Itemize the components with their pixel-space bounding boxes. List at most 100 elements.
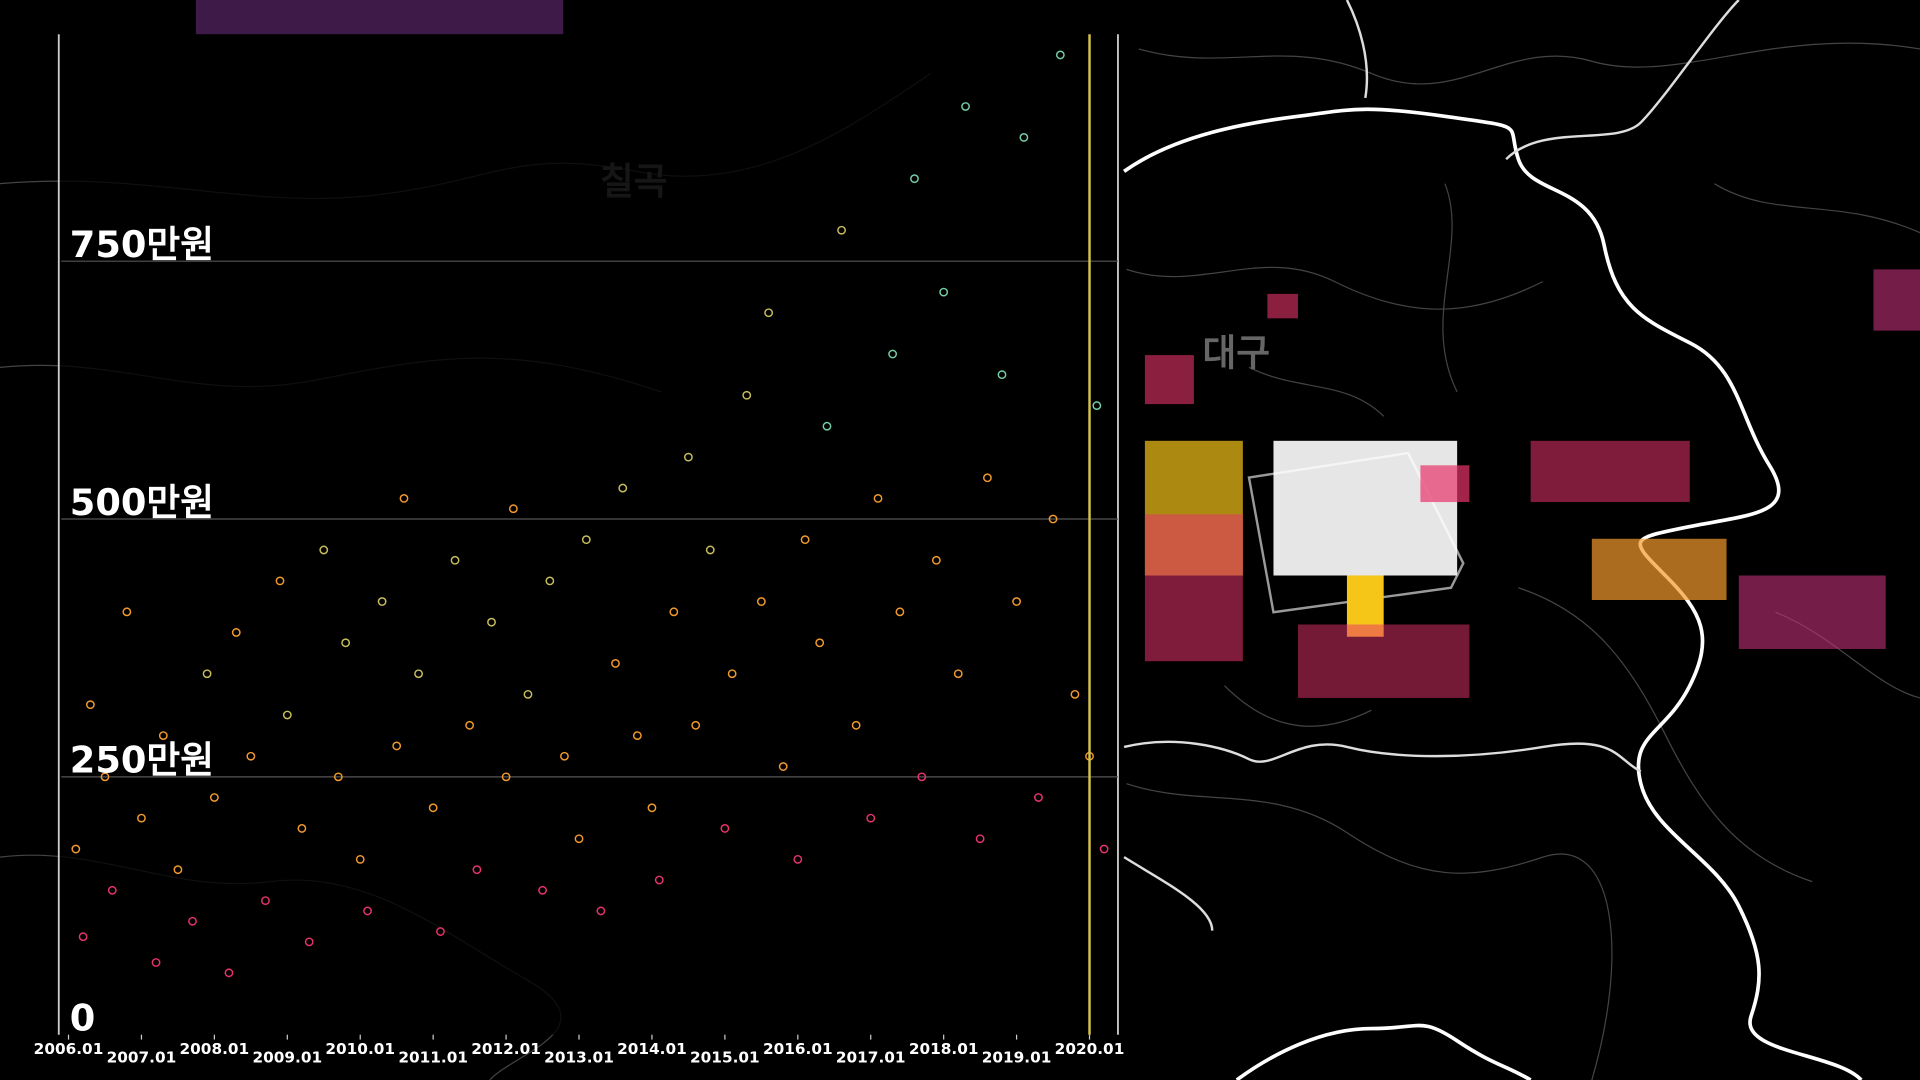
scatter-point [975,834,985,844]
scatter-point [304,937,314,947]
scatter-point [793,854,803,864]
scatter-point [538,885,547,895]
scatter-point [917,772,927,782]
scatter-point [742,390,752,400]
scatter-point [705,545,715,555]
scatter-point [691,720,701,730]
scatter-point [275,576,285,586]
scatter-point [910,174,919,184]
y-tick-label: 0 [70,997,96,1040]
scatter-point [822,421,832,431]
scatter-point [363,906,372,916]
scatter-point [246,751,256,761]
scatter-point [1019,133,1029,142]
x-tick-label: 2018.01 [909,1040,979,1058]
scatter-point [997,370,1007,380]
scatter-point [611,659,620,668]
scatter-point [778,762,788,771]
x-tick-label: 2015.01 [690,1048,760,1066]
scatter-point [632,731,642,741]
x-tick-label: 2020.01 [1055,1040,1125,1058]
scatter-point [866,813,876,823]
scatter-point [151,958,161,967]
scatter-point [100,772,110,782]
x-tick-label: 2007.01 [107,1048,177,1066]
scatter-point [961,102,970,111]
scatter-point [647,803,657,813]
scatter-point [231,628,241,637]
y-tick-label: 750만원 [70,223,214,266]
scatter-point [1055,50,1065,60]
scatter-point [319,545,329,555]
scatter-point [173,865,183,875]
scatter-point [815,638,825,648]
scatter-point [939,287,949,297]
scatter-point [501,772,511,782]
scatter-point [618,483,628,493]
scatter-point [392,741,402,751]
scatter-point [851,720,861,730]
scatter-point [545,576,555,586]
scatter-point [581,535,591,545]
scatter-point [78,932,88,942]
scatter-point [122,607,132,617]
scatter-point [261,896,270,906]
scatter-point [377,597,387,606]
scatter-point [188,916,197,926]
scatter-point [508,504,518,514]
scatter-point [158,731,168,741]
x-tick-label: 2013.01 [544,1048,614,1066]
scatter-point [983,473,992,483]
scatter-point [720,824,730,833]
x-tick-label: 2009.01 [252,1048,322,1066]
x-tick-label: 2017.01 [836,1048,906,1066]
scatter-point [1034,793,1043,802]
scatter-point [654,875,664,885]
x-tick-label: 2014.01 [617,1040,687,1058]
scatter-point [931,555,941,565]
scatter-point [800,535,810,545]
scatter-point [574,834,584,844]
y-tick-label: 500만원 [70,481,214,524]
scatter-point [209,793,219,802]
x-tick-label: 2006.01 [34,1040,104,1058]
scatter-point [669,607,679,617]
scatter-point [837,225,846,235]
scatter-point [137,813,146,823]
scatter-point [414,669,423,679]
scatter-point [71,844,81,854]
x-tick-label: 2016.01 [763,1040,833,1058]
scatter-point [560,751,569,761]
scatter-point [888,349,898,359]
scatter-point [465,720,475,730]
plot-background [58,34,1118,1035]
scatter-point [895,607,905,617]
scatter-point [85,700,95,710]
scatter-point [684,452,693,462]
scatter-point [953,669,963,679]
scatter-point [428,803,438,813]
scatter-point [596,906,606,916]
x-tick-label: 2012.01 [471,1040,541,1058]
scatter-point [333,772,343,782]
scatter-point [1048,514,1058,524]
scatter-point [224,968,234,978]
x-tick-label: 2019.01 [982,1048,1052,1066]
scatter-point [727,669,737,679]
plot: 0 250만원 500만원 750만원 2006.01 2007.01 2008.01 200… [34,34,1125,1066]
scatter-point [436,927,445,936]
y-tick-label: 250만원 [70,739,214,782]
map-label: 대구 [1202,332,1270,375]
scatter-point [297,824,307,833]
scatter-point [1012,597,1021,606]
scatter-point [202,669,212,679]
scatter-point [1099,844,1109,854]
x-tick-label: 2011.01 [398,1048,468,1066]
scatter-point [756,597,766,606]
scatter-point [282,710,292,720]
scatter-point [450,555,460,565]
scatter-point [764,308,774,318]
scatter-point [399,493,409,503]
